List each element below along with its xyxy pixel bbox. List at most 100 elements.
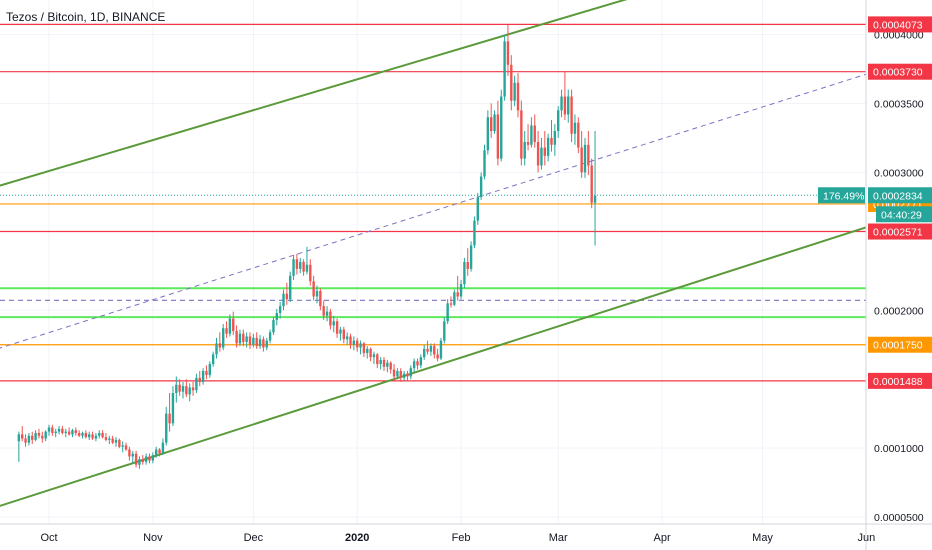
- candle: [165, 406, 168, 446]
- candle: [573, 114, 577, 145]
- candle-body: [188, 387, 191, 395]
- candle: [466, 248, 469, 276]
- candle: [299, 257, 302, 274]
- time-tick-label: 2020: [345, 532, 369, 544]
- candle-body: [161, 442, 165, 454]
- candle-body: [71, 430, 74, 435]
- candle: [486, 110, 490, 155]
- candle-body: [369, 348, 372, 358]
- candle-body: [252, 337, 255, 345]
- candle-body: [563, 96, 567, 115]
- candle: [523, 131, 526, 166]
- candle-body: [265, 340, 268, 348]
- candle: [583, 137, 587, 178]
- candle-body: [557, 110, 560, 131]
- level-price-tag-text: 0.0003730: [873, 67, 923, 79]
- candle: [389, 361, 392, 374]
- candle-body: [580, 147, 583, 173]
- candle: [412, 358, 416, 373]
- candle: [118, 438, 121, 449]
- candle: [426, 340, 429, 355]
- candle: [67, 427, 71, 436]
- candle: [121, 441, 124, 453]
- candle: [195, 373, 198, 393]
- candle: [191, 381, 195, 396]
- price-tick-label: 0.0003000: [874, 167, 924, 179]
- candle-body: [44, 431, 47, 439]
- candle-body: [309, 264, 312, 282]
- candle: [245, 332, 248, 348]
- price-axis-panel[interactable]: [866, 0, 932, 524]
- candle-body: [108, 438, 111, 440]
- candle-body: [81, 432, 84, 436]
- candle: [349, 333, 352, 349]
- candle-body: [593, 195, 597, 203]
- candle: [295, 253, 299, 275]
- candle-body: [553, 131, 557, 145]
- candle: [208, 361, 211, 378]
- candle-body: [225, 328, 228, 334]
- candle: [423, 344, 426, 360]
- candle-body: [567, 96, 570, 115]
- candle: [44, 430, 47, 442]
- candle: [51, 424, 54, 436]
- time-tick-label: Mar: [549, 532, 568, 544]
- candle: [446, 299, 449, 325]
- candle: [382, 357, 386, 371]
- candle: [88, 431, 91, 440]
- candle-body: [141, 459, 144, 462]
- time-tick-label: Feb: [452, 532, 471, 544]
- candle: [366, 346, 369, 359]
- candle-body: [222, 328, 225, 348]
- candle-body: [272, 319, 275, 333]
- upper-channel-trend-line[interactable]: [0, 0, 629, 189]
- candle: [419, 354, 423, 369]
- candle-body: [513, 82, 516, 101]
- candle: [335, 318, 339, 338]
- horizontal-levels[interactable]: [0, 23, 866, 382]
- candle-body: [453, 292, 456, 305]
- candle-body: [128, 449, 131, 457]
- candle: [144, 453, 148, 465]
- candle: [399, 368, 402, 382]
- candle: [493, 110, 496, 134]
- candle-body: [446, 303, 449, 322]
- candle-body: [98, 432, 101, 436]
- candle: [386, 359, 389, 373]
- candle-body: [496, 114, 500, 159]
- candle: [158, 448, 161, 457]
- candle-body: [533, 125, 536, 143]
- level-price-tag-bg: [868, 16, 932, 33]
- candle: [593, 131, 597, 246]
- candle-body: [573, 122, 577, 134]
- candle: [151, 452, 155, 464]
- candle: [54, 428, 57, 438]
- candle-body: [111, 438, 114, 443]
- candle: [563, 71, 567, 120]
- candle: [141, 455, 144, 465]
- candle-body: [144, 456, 148, 462]
- candle: [490, 103, 493, 138]
- candle-body: [124, 445, 128, 450]
- candle-body: [24, 438, 27, 443]
- candle-body: [215, 343, 218, 355]
- candle: [409, 365, 412, 380]
- candle-body: [402, 373, 406, 378]
- candle-body: [322, 306, 325, 316]
- candle-body: [339, 329, 342, 334]
- candle: [322, 300, 325, 320]
- candle-body: [205, 370, 208, 376]
- candle-body: [289, 275, 292, 300]
- candle-body: [31, 435, 34, 440]
- candle: [483, 144, 486, 180]
- candle: [198, 370, 201, 387]
- candle-body: [459, 284, 463, 297]
- candle: [406, 370, 409, 381]
- candle-body: [520, 110, 523, 159]
- candle-body: [232, 318, 235, 331]
- candle-body: [168, 413, 171, 424]
- price-tick-label: 0.0000500: [874, 512, 924, 524]
- countdown-tag: 04:40:29: [876, 206, 932, 223]
- middle-channel-trend-line[interactable]: [0, 72, 870, 352]
